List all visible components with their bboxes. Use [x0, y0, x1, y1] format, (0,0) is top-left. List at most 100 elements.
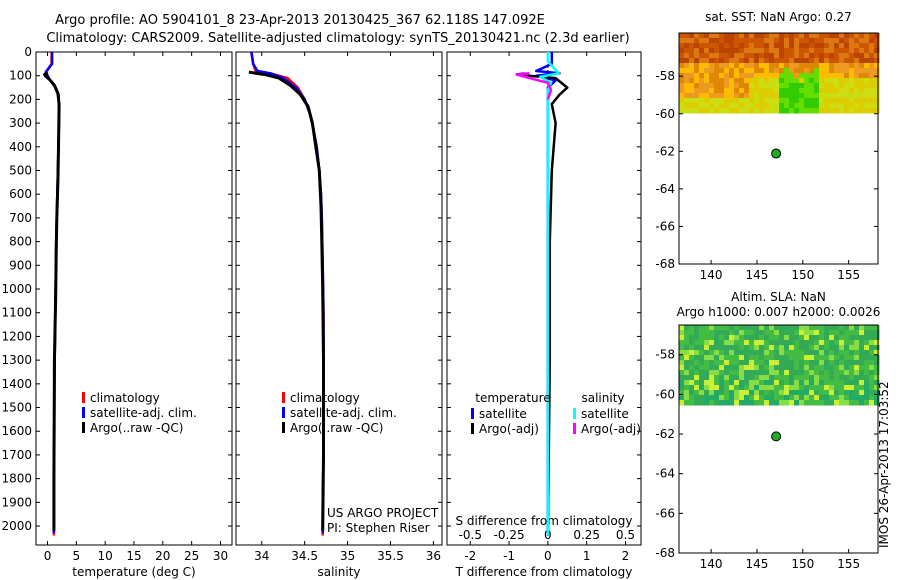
map-1-cell: [689, 330, 695, 336]
map-1-cell: [804, 395, 810, 401]
map-0-ytick-label: -58: [655, 69, 675, 83]
panel-0-legend-swatch: [82, 407, 85, 418]
map-0-cell: [854, 33, 860, 39]
map-1-cell: [759, 360, 765, 366]
map-1-cell: [724, 330, 730, 336]
map-1-cell: [709, 340, 715, 346]
map-1-cell: [744, 360, 750, 366]
map-0-cell: [734, 83, 740, 89]
map-0-cell: [859, 58, 865, 64]
map-0-cell: [734, 78, 740, 84]
map-1-cell: [749, 355, 755, 361]
map-1-cell: [804, 350, 810, 356]
map-1-cell: [854, 385, 860, 391]
map-1-cell: [699, 400, 705, 406]
map-0-cell: [814, 73, 820, 79]
map-0-cell: [754, 63, 760, 69]
map-0-cell: [759, 43, 765, 49]
map-0-cell: [719, 48, 725, 54]
map-1-cell: [679, 350, 685, 356]
map-0-cell: [694, 63, 700, 69]
map-0-cell: [769, 33, 775, 39]
map-0-cell: [819, 53, 825, 59]
map-1-cell: [804, 345, 810, 351]
map-0-cell: [784, 88, 790, 94]
map-0-cell: [819, 108, 825, 114]
map-0-cell: [839, 103, 845, 109]
map-0-cell: [769, 38, 775, 44]
map-0-cell: [844, 58, 850, 64]
map-1-cell: [799, 325, 805, 331]
map-0-cell: [729, 73, 735, 79]
map-1-cell: [819, 340, 825, 346]
map-1-cell: [779, 400, 785, 406]
map-1-cell: [719, 390, 725, 396]
map-1-argo-marker: [771, 431, 782, 442]
map-1-cell: [764, 345, 770, 351]
map-1-cell: [849, 365, 855, 371]
map-0-cell: [784, 73, 790, 79]
map-1-cell: [704, 365, 710, 371]
map-1-cell: [709, 345, 715, 351]
map-0-ytick-label: -64: [655, 182, 675, 196]
map-0-cell: [679, 63, 685, 69]
map-0-cell: [694, 88, 700, 94]
map-1-cell: [684, 335, 690, 341]
map-0-cell: [824, 103, 830, 109]
map-1-cell: [804, 360, 810, 366]
map-1-cell: [824, 385, 830, 391]
map-0-cell: [689, 48, 695, 54]
map-0-cell: [694, 108, 700, 114]
map-1-cell: [794, 395, 800, 401]
map-1-cell: [709, 325, 715, 331]
map-1-subtitle: Argo h1000: 0.007 h2000: 0.0026: [677, 305, 881, 319]
map-0-cell: [759, 63, 765, 69]
map-0-cell: [684, 68, 690, 74]
map-0-cell: [784, 93, 790, 99]
map-1-cell: [789, 325, 795, 331]
map-0-cell: [839, 48, 845, 54]
map-0-cell: [749, 93, 755, 99]
map-1-cell: [749, 395, 755, 401]
map-1-cell: [729, 380, 735, 386]
map-0-cell: [819, 98, 825, 104]
map-1-cell: [719, 340, 725, 346]
map-1-cell: [839, 385, 845, 391]
map-0-cell: [814, 98, 820, 104]
depth-tick-label: 300: [9, 116, 32, 130]
map-0-cell: [854, 58, 860, 64]
map-1-cell: [764, 375, 770, 381]
map-1-cell: [759, 375, 765, 381]
map-0-cell: [709, 88, 715, 94]
map-1-cell: [789, 335, 795, 341]
map-1-cell: [834, 390, 840, 396]
map-1-cell: [754, 375, 760, 381]
panel-0-legend-swatch: [82, 422, 85, 433]
map-0-cell: [829, 43, 835, 49]
map-0-cell: [704, 103, 710, 109]
map-0-cell: [874, 88, 880, 94]
map-0-cell: [859, 63, 865, 69]
map-0-cell: [869, 53, 875, 59]
map-0-cell: [824, 108, 830, 114]
map-0-cell: [844, 103, 850, 109]
map-0-cell: [789, 103, 795, 109]
map-1-cell: [859, 370, 865, 376]
map-1-cell: [874, 325, 880, 331]
map-0-cell: [749, 83, 755, 89]
map-1-cell: [759, 355, 765, 361]
map-0-cell: [829, 83, 835, 89]
panel-0-legend-label: Argo(..raw -QC): [90, 421, 183, 435]
panel-2-xtick-label: 1: [583, 549, 591, 563]
map-0-cell: [729, 53, 735, 59]
map-0-cell: [864, 93, 870, 99]
map-0-cell: [754, 103, 760, 109]
map-0-cell: [739, 53, 745, 59]
map-1-cell: [774, 360, 780, 366]
map-1-cell: [809, 355, 815, 361]
map-0-cell: [814, 78, 820, 84]
map-1-cell: [774, 340, 780, 346]
map-0-cell: [704, 73, 710, 79]
map-0-cell: [724, 73, 730, 79]
map-1-cell: [679, 360, 685, 366]
